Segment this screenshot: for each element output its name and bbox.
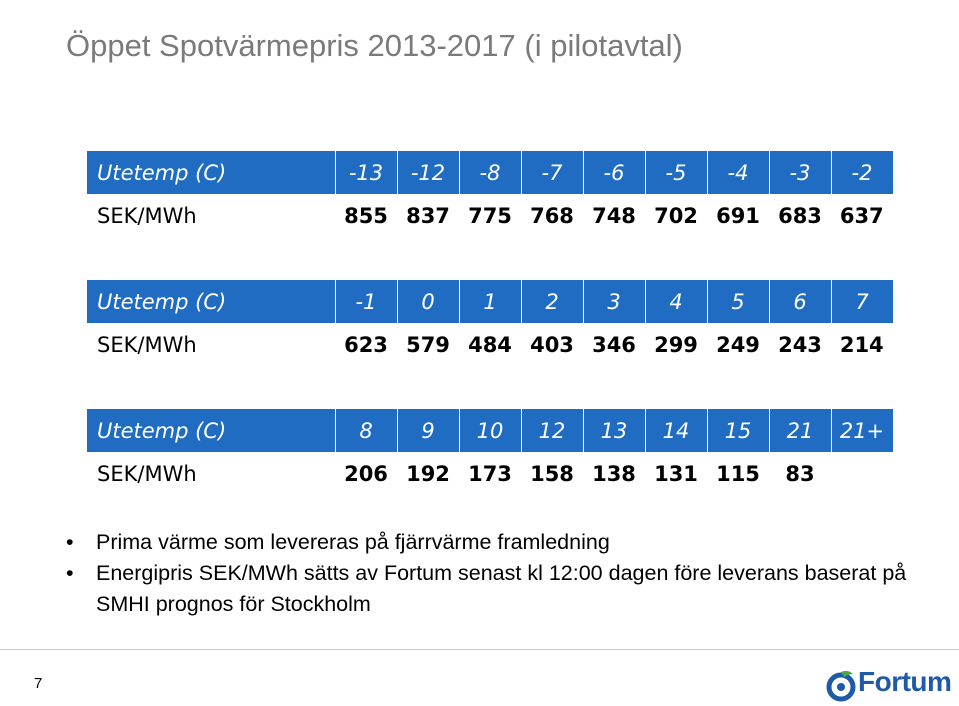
temperature-cell: 9 xyxy=(396,409,459,452)
price-cell: 158 xyxy=(530,461,574,486)
price-cell: 683 xyxy=(778,203,822,228)
page-number: 7 xyxy=(34,675,43,692)
price-cell: 702 xyxy=(654,203,698,228)
price-cell: 214 xyxy=(839,332,884,357)
temperature-cell: 0 xyxy=(396,280,459,323)
temperature-cell: -7 xyxy=(520,151,583,194)
temperature-cell: 13 xyxy=(582,409,645,452)
fortum-logo-icon xyxy=(826,670,856,702)
bullet-text: Prima värme som levereras på fjärrvärme … xyxy=(96,530,610,554)
price-row: SEK/MWh 855 837 775 768 748 702 691 683 … xyxy=(87,194,893,237)
price-cell: 837 xyxy=(406,203,450,228)
bullet-dot-icon: • xyxy=(66,530,74,554)
temperature-cell: -5 xyxy=(644,151,707,194)
price-cell: 249 xyxy=(716,332,760,357)
price-cell: 192 xyxy=(406,461,450,486)
price-cell: 83 xyxy=(785,461,815,486)
price-cell: 691 xyxy=(716,203,760,228)
price-cell: 173 xyxy=(468,461,512,486)
price-cell: 243 xyxy=(778,332,822,357)
footer-divider xyxy=(0,649,959,650)
price-label: SEK/MWh xyxy=(97,203,197,228)
temperature-label: Utetemp (C) xyxy=(87,409,335,452)
price-table-2: Utetemp (C) -1 0 1 2 3 4 5 6 7 SEK/MWh 6… xyxy=(87,280,893,366)
price-cell: 346 xyxy=(592,332,636,357)
temperature-row: Utetemp (C) -13 -12 -8 -7 -6 -5 -4 -3 -2 xyxy=(87,151,893,194)
temperature-label: Utetemp (C) xyxy=(87,280,335,323)
temperature-row: Utetemp (C) 8 9 10 12 13 14 15 21 21+ xyxy=(87,409,893,452)
price-cell xyxy=(831,452,893,495)
temperature-cell: 21 xyxy=(768,409,831,452)
price-cell: 623 xyxy=(344,332,388,357)
temperature-cell: -13 xyxy=(334,151,397,194)
temperature-cell: -3 xyxy=(768,151,831,194)
price-cell: 748 xyxy=(592,203,636,228)
price-cell: 484 xyxy=(468,332,512,357)
price-label: SEK/MWh xyxy=(97,332,197,357)
temperature-cell: 21+ xyxy=(830,409,893,452)
temperature-cell: 4 xyxy=(644,280,707,323)
bullet-item: • Prima värme som levereras på fjärrvärm… xyxy=(66,527,946,558)
price-cell: 579 xyxy=(406,332,450,357)
price-cell: 775 xyxy=(468,203,512,228)
price-cell: 131 xyxy=(654,461,698,486)
price-label: SEK/MWh xyxy=(97,461,197,486)
temperature-cell: 3 xyxy=(582,280,645,323)
temperature-cell: 5 xyxy=(706,280,769,323)
bullet-list: • Prima värme som levereras på fjärrvärm… xyxy=(66,527,946,620)
temperature-cell: 2 xyxy=(520,280,583,323)
price-cell: 206 xyxy=(344,461,388,486)
temperature-cell: -12 xyxy=(396,151,459,194)
page-title: Öppet Spotvärmepris 2013-2017 (i pilotav… xyxy=(66,28,683,63)
price-cell: 299 xyxy=(654,332,698,357)
temperature-row: Utetemp (C) -1 0 1 2 3 4 5 6 7 xyxy=(87,280,893,323)
temperature-cell: -8 xyxy=(458,151,521,194)
price-row: SEK/MWh 206 192 173 158 138 131 115 83 xyxy=(87,452,893,495)
price-cell: 855 xyxy=(344,203,388,228)
temperature-cell: 14 xyxy=(644,409,707,452)
temperature-cell: 1 xyxy=(458,280,521,323)
price-table-3: Utetemp (C) 8 9 10 12 13 14 15 21 21+ SE… xyxy=(87,409,893,495)
temperature-cell: 10 xyxy=(458,409,521,452)
bullet-item: • Energipris SEK/MWh sätts av Fortum sen… xyxy=(66,558,946,620)
temperature-cell: -2 xyxy=(830,151,893,194)
logo-text: Fortum xyxy=(858,666,952,697)
temperature-cell: 15 xyxy=(706,409,769,452)
price-table-1: Utetemp (C) -13 -12 -8 -7 -6 -5 -4 -3 -2… xyxy=(87,151,893,237)
bullet-text: Energipris SEK/MWh sätts av Fortum senas… xyxy=(96,561,907,616)
temperature-cell: -4 xyxy=(706,151,769,194)
temperature-cell: 7 xyxy=(830,280,893,323)
temperature-cell: -1 xyxy=(334,280,397,323)
price-cell: 403 xyxy=(530,332,574,357)
temperature-cell: 8 xyxy=(334,409,397,452)
temperature-cell: 12 xyxy=(520,409,583,452)
temperature-label: Utetemp (C) xyxy=(87,151,335,194)
temperature-cell: 6 xyxy=(768,280,831,323)
price-cell: 138 xyxy=(592,461,636,486)
fortum-logo: Fortum xyxy=(826,665,956,705)
temperature-cell: -6 xyxy=(582,151,645,194)
price-cell: 637 xyxy=(839,203,884,228)
price-cell: 768 xyxy=(530,203,574,228)
bullet-dot-icon: • xyxy=(66,561,74,585)
price-row: SEK/MWh 623 579 484 403 346 299 249 243 … xyxy=(87,323,893,366)
price-cell: 115 xyxy=(716,461,760,486)
